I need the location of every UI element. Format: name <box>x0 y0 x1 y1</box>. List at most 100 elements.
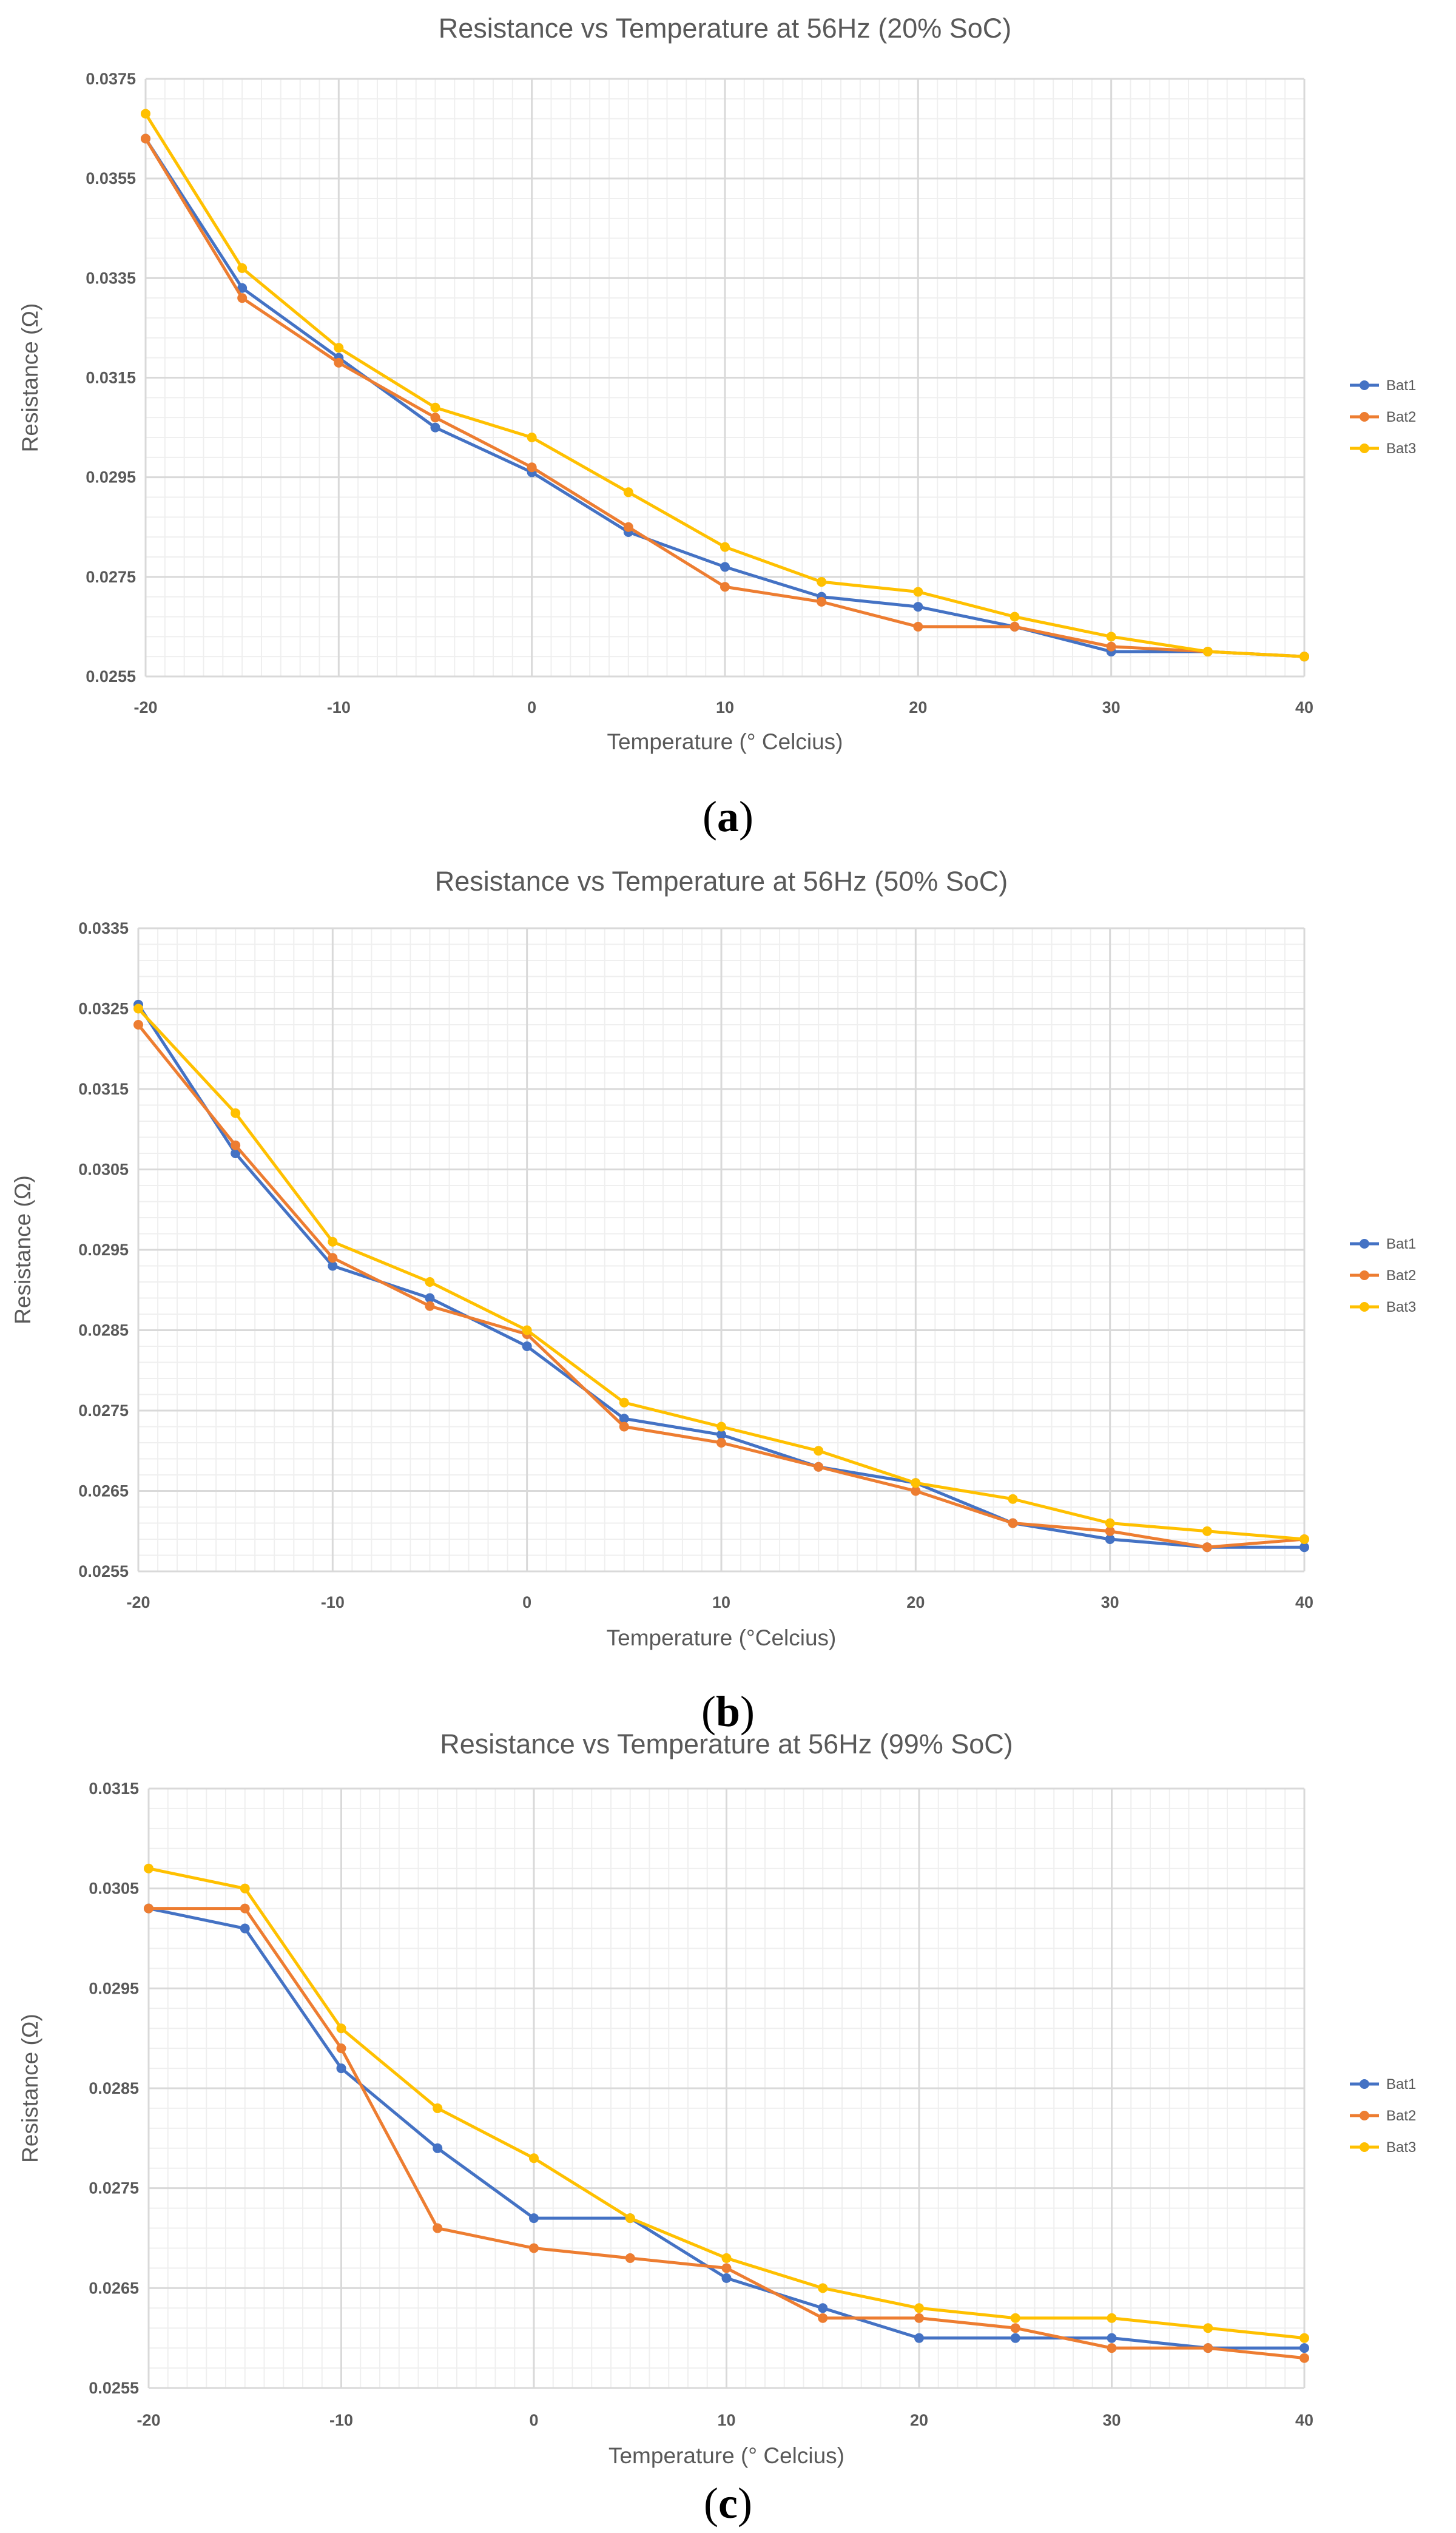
data-point <box>336 2043 346 2054</box>
caption-open: ( <box>704 2479 718 2528</box>
legend-marker <box>1360 1270 1369 1280</box>
data-point <box>716 1429 726 1440</box>
data-point <box>1202 1526 1212 1536</box>
data-point <box>433 2143 443 2153</box>
legend: Bat1 Bat2 Bat3 <box>1350 2076 1416 2156</box>
x-tick-label: -10 <box>321 1593 345 1611</box>
x-tick-label: 20 <box>909 698 927 717</box>
data-point <box>141 109 150 119</box>
data-point <box>913 602 923 612</box>
legend-marker <box>1360 412 1369 422</box>
data-point <box>1106 632 1116 642</box>
data-point <box>818 2283 828 2293</box>
data-point <box>133 1020 143 1030</box>
chart-1: Resistance vs Temperature at 56Hz (20% S… <box>18 13 1416 841</box>
x-axis-label: Temperature (° Celcius) <box>607 729 843 754</box>
data-point <box>328 1253 338 1263</box>
data-point <box>433 2223 443 2233</box>
y-tick-label: 0.0305 <box>89 1880 139 1898</box>
data-point <box>720 562 730 572</box>
legend-marker <box>1360 1302 1369 1312</box>
x-tick-label: 40 <box>1295 698 1313 717</box>
data-point <box>623 522 633 532</box>
grid <box>137 927 1306 1573</box>
grid <box>144 78 1306 678</box>
chart-title: Resistance vs Temperature at 56Hz (20% S… <box>439 13 1012 44</box>
data-point <box>144 1863 153 1874</box>
legend-label: Bat2 <box>1386 1267 1416 1284</box>
legend-marker <box>1360 2079 1369 2089</box>
y-tick-label: 0.0255 <box>89 2379 139 2397</box>
x-tick-label: -10 <box>327 698 351 717</box>
y-tick-label: 0.0295 <box>78 1241 129 1259</box>
data-point <box>913 621 923 632</box>
legend-label: Bat3 <box>1386 1299 1416 1315</box>
legend-marker <box>1360 380 1369 390</box>
caption-open: ( <box>703 792 717 841</box>
data-point <box>1008 1494 1018 1504</box>
chart-2: Resistance vs Temperature at 56Hz (50% S… <box>10 866 1416 1736</box>
chart-title: Resistance vs Temperature at 56Hz (99% S… <box>440 1729 1013 1759</box>
data-point <box>240 1923 250 1934</box>
data-point <box>721 2253 732 2263</box>
data-point <box>817 596 827 607</box>
data-point <box>336 2023 346 2034</box>
data-point <box>1107 2313 1117 2323</box>
y-tick-label: 0.0305 <box>78 1161 129 1179</box>
y-tick-label: 0.0325 <box>78 1000 129 1018</box>
data-point <box>237 283 248 293</box>
data-point <box>231 1148 241 1158</box>
data-point <box>1202 1542 1212 1553</box>
y-tick-label: 0.0375 <box>86 70 136 88</box>
x-tick-label: 0 <box>527 698 536 717</box>
x-tick-label: -20 <box>126 1593 150 1611</box>
y-tick-label: 0.0285 <box>89 2079 139 2097</box>
x-tick-label: 0 <box>529 2411 538 2429</box>
y-axis-label: Resistance (Ω) <box>18 303 42 453</box>
x-tick-label: 10 <box>716 698 734 717</box>
y-tick-label: 0.0335 <box>86 269 136 287</box>
data-point <box>1299 1542 1309 1553</box>
y-tick-label: 0.0295 <box>89 1979 139 1997</box>
data-point <box>231 1108 241 1118</box>
data-point <box>1299 652 1309 662</box>
caption-letter: a <box>717 792 739 841</box>
data-point <box>1008 1518 1018 1528</box>
legend-marker <box>1360 1239 1369 1249</box>
data-point <box>818 2313 828 2323</box>
panel-caption: (c) <box>704 2479 752 2528</box>
data-point <box>430 402 440 413</box>
legend-marker <box>1360 2142 1369 2152</box>
data-point <box>721 2263 732 2273</box>
data-point <box>1299 1534 1309 1544</box>
x-tick-label: -20 <box>133 698 157 717</box>
x-tick-label: 20 <box>906 1593 925 1611</box>
data-point <box>623 487 633 497</box>
x-axis-label: Temperature (°Celcius) <box>607 1625 837 1650</box>
data-point <box>529 2153 539 2164</box>
data-point <box>144 1903 153 1914</box>
legend-label: Bat3 <box>1386 440 1416 457</box>
data-point <box>1105 1526 1115 1536</box>
data-point <box>619 1397 629 1408</box>
data-point <box>721 2273 732 2283</box>
x-tick-label: 40 <box>1295 1593 1313 1611</box>
y-tick-label: 0.0295 <box>86 468 136 487</box>
legend: Bat1 Bat2 Bat3 <box>1350 1236 1416 1315</box>
data-point <box>1010 2313 1020 2323</box>
data-point <box>716 1438 726 1448</box>
y-tick-label: 0.0355 <box>86 169 136 187</box>
data-point <box>1010 2333 1020 2343</box>
data-point <box>425 1301 435 1311</box>
grid <box>147 1787 1306 2389</box>
y-axis-label: Resistance (Ω) <box>10 1175 35 1324</box>
data-point <box>237 263 248 273</box>
legend: Bat1 Bat2 Bat3 <box>1350 377 1416 457</box>
legend-label: Bat1 <box>1386 1236 1416 1252</box>
x-tick-label: 10 <box>712 1593 730 1611</box>
chart-3: Resistance vs Temperature at 56Hz (99% S… <box>18 1729 1416 2528</box>
y-tick-label: 0.0315 <box>89 1779 139 1798</box>
data-point <box>328 1236 338 1247</box>
data-point <box>914 2303 924 2313</box>
